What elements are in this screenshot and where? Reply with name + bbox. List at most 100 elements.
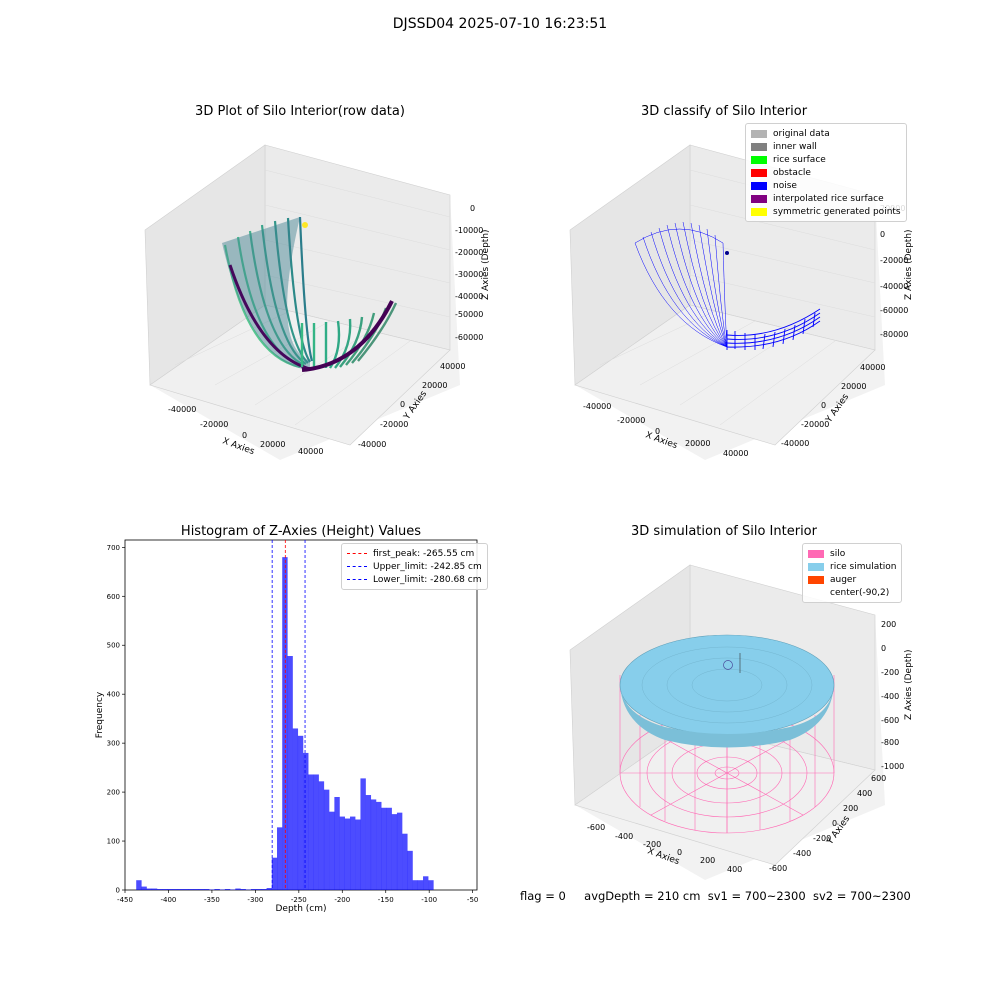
simulation-legend-swatch [808,589,824,597]
histogram-x-tick-label: -50 [467,896,478,904]
histogram-bar [162,889,168,890]
classify-legend-label: symmetric generated points [773,206,901,217]
histogram-bar [313,774,319,890]
histogram-legend-label: Lower_limit: -280.68 cm [373,574,482,585]
histogram-legend-item: Lower_limit: -280.68 cm [347,573,482,586]
histogram-xlabel: Depth (cm) [275,904,326,914]
classify-noise-point [725,251,729,255]
histogram-bar [407,850,413,890]
histogram-bar [297,735,304,890]
histogram-bar [224,889,231,890]
histogram-bar [198,889,205,890]
svg-text:-40000: -40000 [880,282,908,291]
raw-bottom-edge [228,264,311,371]
histogram-bar [235,888,241,890]
histogram-bars [136,557,434,890]
svg-text:0: 0 [880,230,885,239]
histogram-y-tick-label: 0 [116,887,120,895]
simulation-3d-plot: -600 -400 -200 0 200 400 600 400 200 0 -… [569,564,914,880]
histogram-bar [277,827,283,890]
classify-axes-box [569,144,885,460]
histogram-bar [303,752,309,890]
simulation-legend: silo rice simulation auger center(-90,2) [802,543,903,603]
histogram-bar [141,886,147,890]
histogram-bar [344,818,351,890]
svg-text:-600: -600 [881,716,899,725]
svg-text:-200: -200 [813,834,831,843]
histogram-bar [423,876,429,890]
svg-text:-600: -600 [769,864,787,873]
svg-text:20000: 20000 [260,440,285,449]
histogram-bar [261,889,267,890]
raw-ticks: -40000 -20000 0 20000 40000 40000 20000 … [168,204,483,456]
histogram-ylabel: Frequency [95,691,105,738]
histogram-x-tick-label: -300 [247,896,263,904]
histogram-bar [334,796,340,890]
svg-text:-400: -400 [615,832,633,841]
histogram-bar [329,811,335,890]
svg-text:-40000: -40000 [168,405,196,414]
classify-legend-label: noise [773,180,797,191]
classify-legend-swatch [751,155,767,164]
classify-legend-label: original data [773,128,830,139]
classify-legend-item: original data [751,127,901,140]
histogram-x-tick-label: -150 [378,896,394,904]
histogram-bar [360,778,366,890]
svg-text:40000: 40000 [860,363,885,372]
svg-text:40000: 40000 [298,447,323,456]
auger-center-marker [723,660,733,670]
simulation-legend-swatch [808,562,824,571]
rice-texture [641,646,813,724]
histogram-y-tick-label: 200 [107,789,120,797]
histogram-legend: first_peak: -265.55 cm Upper_limit: -242.… [341,543,488,590]
histogram-bar [365,795,372,890]
svg-text:-800: -800 [881,738,899,747]
histogram-bar [402,833,408,890]
raw-3d-plot: -40000 -20000 0 20000 40000 40000 20000 … [144,144,490,460]
histogram-bar [323,789,330,890]
svg-text:0: 0 [832,819,837,828]
classify-legend-label: rice surface [773,154,826,165]
histogram-y-tick-label: 300 [107,740,120,748]
classify-legend-swatch [751,168,767,177]
svg-text:-20000: -20000 [801,420,829,429]
avg-depth-value: avgDepth = 210 cm [584,889,701,903]
histogram-bar [146,888,153,890]
sv1-value: sv1 = 700~2300 [707,889,806,903]
simulation-legend-label: rice simulation [830,561,897,572]
histogram-legend-item: Upper_limit: -242.85 cm [347,560,482,573]
classify-plot-title: 3D classify of Silo Interior [640,104,808,119]
simulation-legend-item: rice simulation [808,560,896,573]
simulation-legend-item: silo [808,547,896,560]
classify-legend: original data inner wall rice surface obsta… [745,123,907,222]
histogram-bar [428,880,434,890]
svg-text:0: 0 [881,644,886,653]
svg-text:0: 0 [821,401,826,410]
histogram-bar [256,889,262,890]
svg-text:-10000: -10000 [455,226,483,235]
histogram-x-tick-label: -350 [204,896,220,904]
svg-text:-20000: -20000 [455,248,483,257]
classify-legend-swatch [751,181,767,190]
histogram-legend-line [347,566,367,567]
rice-simulation-side [620,685,834,748]
svg-text:-20000: -20000 [880,256,908,265]
raw-zlabel: Z Axies (Depth) [481,229,490,300]
histogram-legend-line [347,553,367,554]
figure-title: DJSSD04 2025-07-10 16:23:51 [392,16,608,32]
svg-text:-1000: -1000 [881,762,904,771]
classify-legend-label: obstacle [773,167,811,178]
raw-axes-box [144,144,460,460]
classify-legend-label: interpolated rice surface [773,193,884,204]
histogram-bar [167,889,173,890]
svg-text:400: 400 [857,789,872,798]
histogram-bar [370,799,377,890]
histogram-bar [396,812,403,890]
histogram-bar [250,889,257,890]
histogram-y-tick-label: 400 [107,691,120,699]
svg-text:40000: 40000 [723,449,748,458]
histogram-bar [266,888,272,890]
simulation-legend-swatch [808,549,824,558]
svg-text:200: 200 [881,620,896,629]
svg-text:20000: 20000 [422,381,447,390]
